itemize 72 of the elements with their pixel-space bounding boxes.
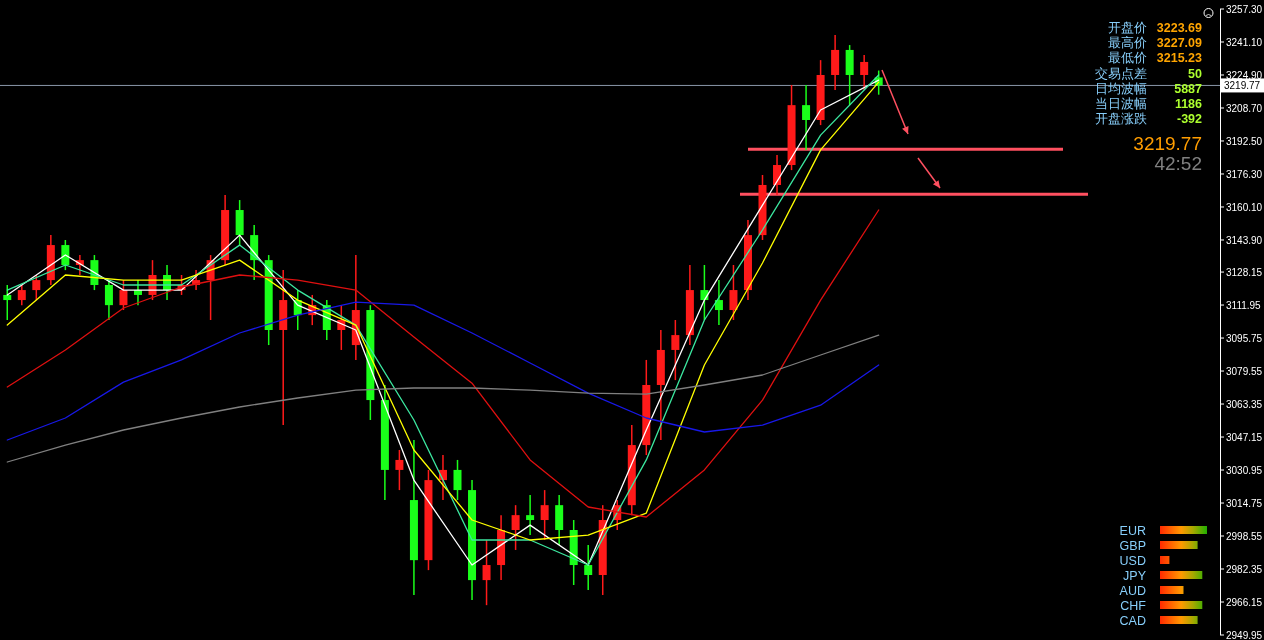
y-tick-label: 3111.95 [1226,300,1262,312]
candlestick [482,539,491,606]
candlestick [453,459,462,501]
y-tick-label: 3063.35 [1226,399,1263,411]
annotation: 3223.69 [1156,21,1203,35]
candlestick [860,54,869,91]
bar [1160,556,1170,564]
y-tick-label: CAD [1119,613,1146,628]
bar [1160,571,1203,579]
annotation: 50 [1188,66,1203,81]
annotation: 3215.23 [1156,51,1203,66]
y-tick-label: EUR [1119,523,1146,538]
annotation: 42:52 [1154,153,1202,174]
y-tick-label: 3160.10 [1226,201,1263,213]
candlestick [104,279,113,321]
candlestick [584,544,593,591]
ref-line-label: 3219.77 [1224,80,1261,92]
annotation: 最高价 [1108,35,1147,51]
bar [1160,616,1198,624]
y-tick-label: 3030.95 [1226,465,1263,477]
candlestick [714,279,723,326]
y-tick-label: 3208.70 [1226,102,1263,114]
y-tick-label: 3014.75 [1226,498,1263,510]
annotation: -392 [1176,112,1203,127]
y-tick-label: 3095.75 [1226,333,1263,345]
y-tick-label: CHF [1120,598,1147,613]
bar [1160,586,1184,594]
candlestick [511,504,520,551]
candlestick [32,274,41,301]
candlestick [729,264,738,321]
annotation: 5887 [1174,81,1203,96]
line-series [6,334,880,463]
y-tick-label: USD [1119,553,1146,568]
candlestick [526,494,535,536]
annotation: 最低价 [1108,51,1147,66]
y-tick-label: AUD [1119,583,1146,598]
y-tick-label: 3241.10 [1226,37,1263,48]
bar [1160,541,1198,549]
candlestick [540,489,549,541]
candlestick [3,284,12,321]
y-tick-label: GBP [1119,538,1146,553]
y-tick-label: JPY [1123,568,1147,583]
y-tick-label: 3128.15 [1226,267,1263,279]
candlestick [802,84,811,151]
annotation: 3227.09 [1156,36,1203,51]
y-tick-label: 3079.55 [1226,366,1263,378]
candlestick [119,279,128,311]
annotation: 当日波幅 [1095,97,1147,111]
candlestick [671,319,680,381]
y-tick-label: 3143.90 [1226,234,1263,246]
candlestick [395,449,404,491]
bar [1160,601,1203,609]
y-tick-label: 2982.35 [1226,564,1263,576]
y-tick-label: 2949.95 [1226,630,1263,640]
y-tick-label: 3047.15 [1226,432,1263,444]
annotation: 交易点差 [1095,65,1147,81]
y-tick-label: 3176.30 [1226,168,1263,180]
candlestick [773,154,782,196]
annotation: 1186 [1174,97,1203,111]
y-tick-label: 2998.55 [1226,531,1263,543]
annotation: 日均波幅 [1095,81,1147,96]
bar [1160,526,1207,534]
y-tick-label: 3257.30 [1226,4,1263,15]
candlestick [61,239,70,271]
y-tick-label: 2966.15 [1226,597,1263,608]
annotation: 开盘价 [1108,21,1147,35]
line-series [6,301,880,441]
line-series [6,209,880,518]
annotation: 3219.77 [1133,133,1202,154]
y-tick-label: 3192.50 [1226,135,1263,147]
candlestick [17,284,26,306]
annotation: 开盘涨跌 [1095,112,1147,127]
